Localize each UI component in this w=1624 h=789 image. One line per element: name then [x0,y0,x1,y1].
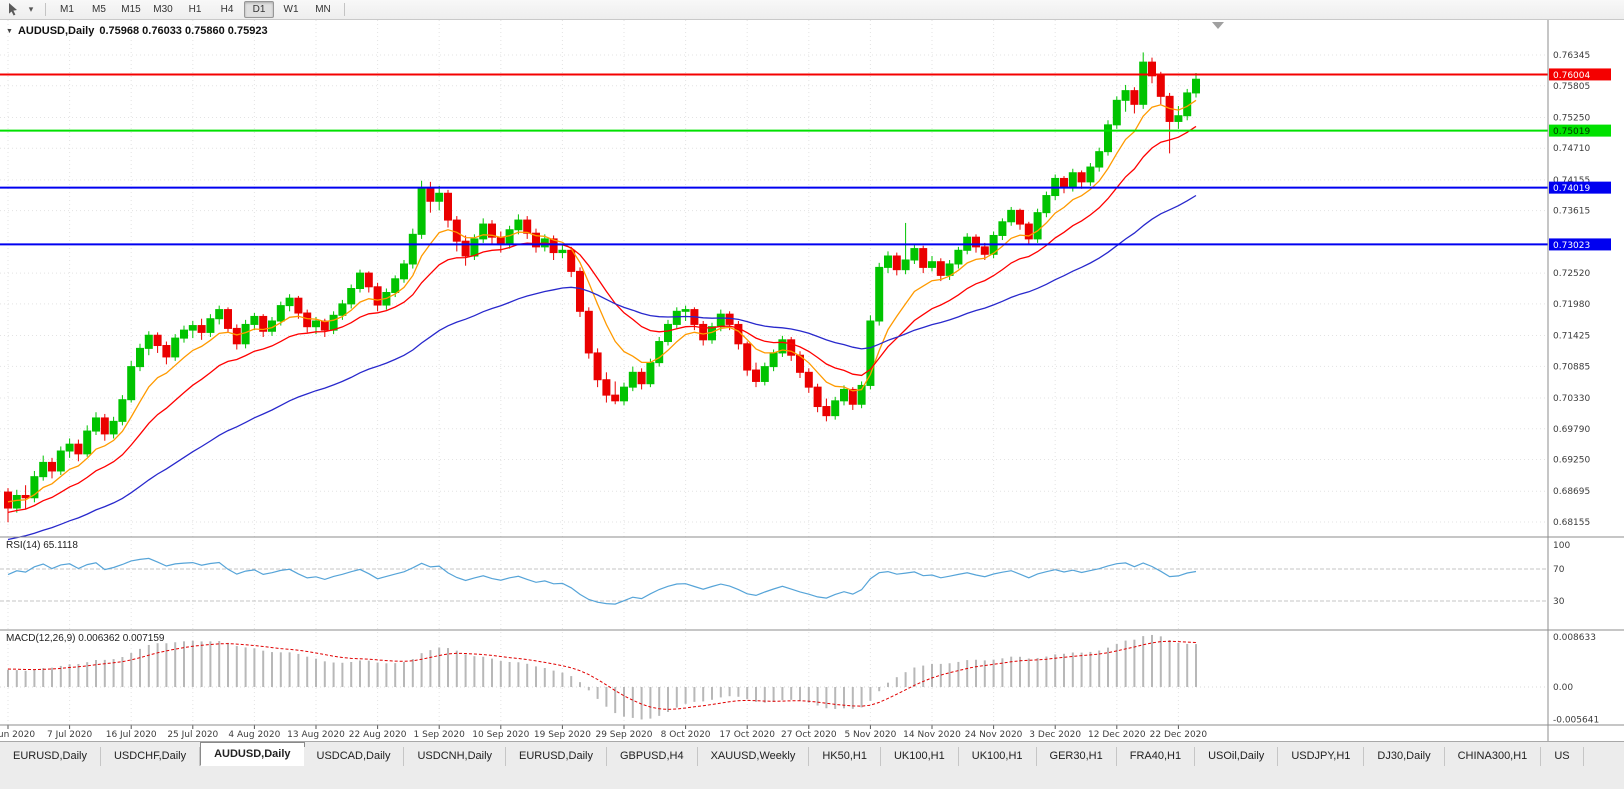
timeframe-button-d1[interactable]: D1 [244,1,274,18]
moving-averages-layer [7,99,1197,541]
svg-text:16 Jul 2020: 16 Jul 2020 [106,730,157,740]
svg-text:17 Oct 2020: 17 Oct 2020 [719,730,775,740]
svg-text:0.71980: 0.71980 [1553,300,1590,310]
svg-text:0.68695: 0.68695 [1553,487,1590,497]
timeframe-buttons: M1 M5 M15 M30 H1 H4 D1 W1 MN [51,1,339,18]
svg-text:30: 30 [1553,597,1565,607]
cursor-icon[interactable] [4,2,22,18]
chart-tabs: EURUSD,Daily USDCHF,Daily AUDUSD,Daily USDC… [0,742,1624,766]
svg-text:19 Sep 2020: 19 Sep 2020 [534,730,591,740]
tab-usdchf-daily[interactable]: USDCHF,Daily [100,747,201,766]
svg-text:0.75805: 0.75805 [1553,82,1590,92]
svg-text:3 Dec 2020: 3 Dec 2020 [1029,730,1081,740]
svg-text:5 Nov 2020: 5 Nov 2020 [844,730,896,740]
svg-text:0.74155: 0.74155 [1553,176,1590,186]
chart-tab-bar: EURUSD,Daily USDCHF,Daily AUDUSD,Daily USDC… [0,741,1624,789]
svg-text:100: 100 [1553,541,1570,551]
svg-text:13 Aug 2020: 13 Aug 2020 [287,730,345,740]
svg-text:0.71425: 0.71425 [1553,332,1590,342]
timeframe-button-w1[interactable]: W1 [283,4,299,15]
toolbar-separator [344,3,345,16]
svg-text:0.75250: 0.75250 [1553,113,1590,123]
svg-text:7 Jul 2020: 7 Jul 2020 [47,730,92,740]
svg-text:0.70330: 0.70330 [1553,394,1590,404]
svg-text:0.76004: 0.76004 [1553,71,1590,81]
toolbar-separator [45,3,46,16]
price-line-badge [1549,124,1611,137]
svg-text:4 Aug 2020: 4 Aug 2020 [228,730,280,740]
svg-text:22 Dec 2020: 22 Dec 2020 [1150,730,1208,740]
rsi-indicator-label: RSI(14) 65.1118 [6,540,78,551]
svg-text:0.70885: 0.70885 [1553,362,1590,372]
symbol-dropdown-icon[interactable]: ▼ [6,27,13,35]
chart-canvas[interactable]: 27 Jun 2020 7 Jul 2020 16 Jul 2020 25 Jul 2… [0,20,1624,741]
chart-symbol-period: AUDUSD,Daily [17,25,95,37]
svg-text:0.008633: 0.008633 [1553,633,1596,643]
svg-text:0.69790: 0.69790 [1553,425,1590,435]
chart-area: 27 Jun 2020 7 Jul 2020 16 Jul 2020 25 Jul 2… [0,20,1624,741]
svg-text:0.68155: 0.68155 [1553,518,1590,528]
svg-text:0.73023: 0.73023 [1553,241,1590,251]
tab-usdcnh-daily[interactable]: USDCNH,Daily [404,747,507,766]
price-line-badge [1549,68,1611,81]
svg-text:0.73615: 0.73615 [1553,207,1590,217]
horizontal-lines-layer [0,73,1548,246]
timeframe-button-h4[interactable]: H4 [220,4,234,15]
svg-text:25 Jul 2020: 25 Jul 2020 [167,730,218,740]
tab-audusd-daily[interactable]: AUDUSD,Daily [200,742,305,766]
svg-text:0.00: 0.00 [1553,683,1573,693]
svg-text:24 Nov 2020: 24 Nov 2020 [965,730,1023,740]
svg-text:22 Aug 2020: 22 Aug 2020 [349,730,407,740]
tab-eurusd-daily[interactable]: EURUSD,Daily [506,747,607,766]
chart-shift-marker[interactable] [1212,22,1224,29]
tab-fra40-h1[interactable]: FRA40,H1 [1116,747,1196,766]
tab-us[interactable]: US [1541,747,1584,766]
svg-text:10 Sep 2020: 10 Sep 2020 [472,730,529,740]
tab-gbpusd-h4[interactable]: GBPUSD,H4 [607,747,698,766]
top-toolbar: ▾ M1 M5 M15 M30 H1 H4 D1 W1 MN [0,0,1624,20]
timeframe-button-mn[interactable]: MN [315,4,331,15]
tab-eurusd-daily[interactable]: EURUSD,Daily [0,747,101,766]
tab-uk100-h1[interactable]: UK100,H1 [958,747,1037,766]
svg-text:8 Oct 2020: 8 Oct 2020 [661,730,711,740]
svg-text:27 Jun 2020: 27 Jun 2020 [0,730,35,740]
timeframe-button-m1[interactable]: M1 [60,4,74,15]
price-line-badge [1549,181,1611,194]
macd-indicator-label: MACD(12,26,9) 0.006362 0.007159 [6,633,165,644]
svg-text:-0.005641: -0.005641 [1553,716,1599,726]
svg-text:0.74710: 0.74710 [1553,144,1590,154]
axis-layer: 27 Jun 2020 7 Jul 2020 16 Jul 2020 25 Jul 2… [0,20,1624,741]
svg-text:0.75019: 0.75019 [1553,127,1590,137]
macd-layer [0,634,1548,720]
tab-usdjpy-h1[interactable]: USDJPY,H1 [1278,747,1365,766]
svg-text:0.74019: 0.74019 [1553,184,1590,194]
timeframe-button-m5[interactable]: M5 [92,4,106,15]
svg-text:0.76345: 0.76345 [1553,51,1590,61]
svg-text:0.69250: 0.69250 [1553,456,1590,466]
svg-text:14 Nov 2020: 14 Nov 2020 [903,730,961,740]
chart-title: ▼ AUDUSD,Daily 0.75968 0.76033 0.75860 0… [6,25,268,37]
tab-dj30-daily[interactable]: DJ30,Daily [1364,747,1445,766]
chart-ohlc-values: 0.75968 0.76033 0.75860 0.75923 [99,25,268,37]
tab-uk100-h1[interactable]: UK100,H1 [880,747,959,766]
tab-usoil-daily[interactable]: USOil,Daily [1195,747,1279,766]
svg-text:12 Dec 2020: 12 Dec 2020 [1088,730,1146,740]
tab-hk50-h1[interactable]: HK50,H1 [809,747,881,766]
timeframe-button-h1[interactable]: H1 [188,4,202,15]
tab-usdcad-daily[interactable]: USDCAD,Daily [303,747,405,766]
dropdown-caret-icon[interactable]: ▾ [28,4,34,14]
tab-china300-h1[interactable]: CHINA300,H1 [1444,747,1542,766]
timeframe-button-m30[interactable]: M30 [153,4,173,15]
price-line-badge [1549,238,1611,251]
tab-ger30-h1[interactable]: GER30,H1 [1036,747,1117,766]
svg-text:27 Oct 2020: 27 Oct 2020 [781,730,837,740]
svg-text:0.72520: 0.72520 [1553,269,1590,279]
tab-xauusd-weekly[interactable]: XAUUSD,Weekly [697,747,810,766]
grid-layer [0,20,1548,725]
timeframe-button-m15[interactable]: M15 [121,4,141,15]
svg-text:29 Sep 2020: 29 Sep 2020 [595,730,652,740]
rsi-layer [0,557,1548,605]
svg-text:70: 70 [1553,565,1565,575]
svg-text:1 Sep 2020: 1 Sep 2020 [414,730,466,740]
